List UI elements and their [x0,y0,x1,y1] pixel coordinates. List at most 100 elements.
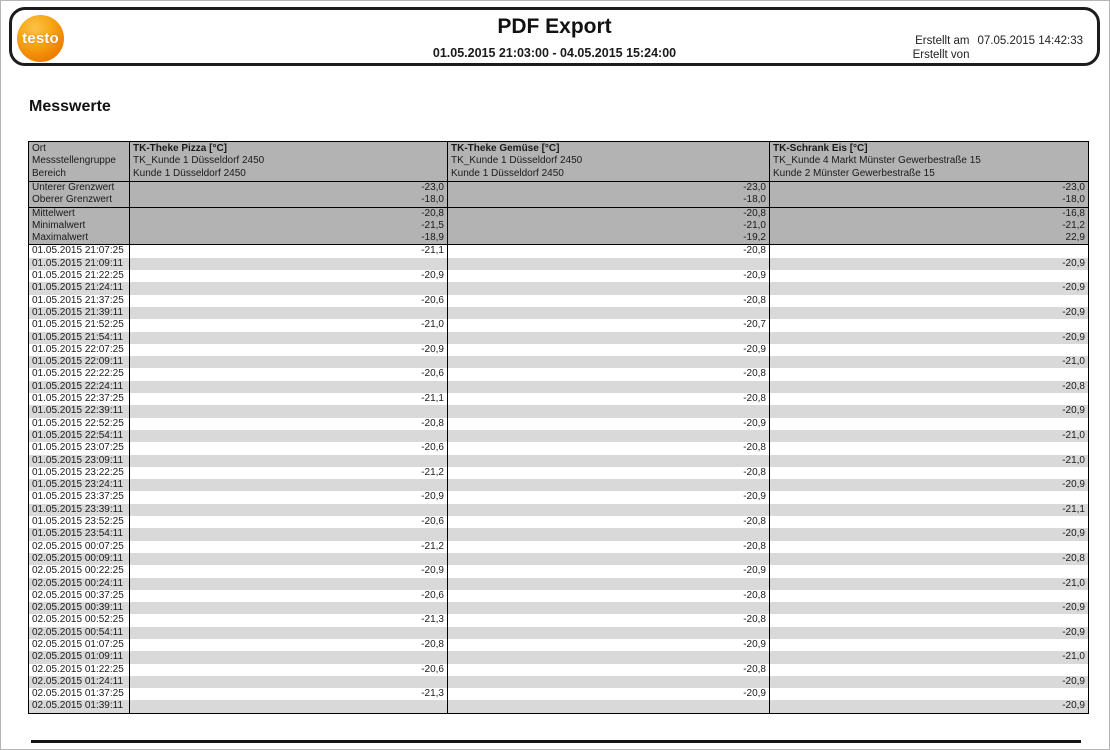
created-at-value: 07.05.2015 14:42:33 [977,35,1083,47]
row-label: Maximalwert [32,232,89,244]
value-cell: -20,9 [769,257,1088,271]
value-cell [769,442,1088,455]
table-row: 01.05.2015 22:22:25 -20,6 -20,8 [29,368,1088,381]
value-cell: -21,1 [129,393,447,406]
row-label: 01.05.2015 22:52:25 [32,417,124,429]
value-cell: -20,6 [129,516,447,529]
value-cell: -20,8 [447,442,769,455]
value-cell [769,516,1088,529]
table-row: 01.05.2015 21:52:25 -21,0 -20,7 [29,319,1088,332]
testo-logo: testo [17,15,64,62]
row-label: 02.05.2015 01:09:11 [32,651,124,663]
value-cell: -20,9 [769,700,1088,713]
created-info: Erstellt am 07.05.2015 14:42:33 Erstellt… [913,35,1083,61]
value-cell [447,552,769,566]
row-label: 02.05.2015 00:22:25 [32,565,124,577]
row-label: 01.05.2015 23:39:11 [32,503,124,515]
value-cell [447,257,769,271]
row-label: 01.05.2015 21:52:25 [32,319,124,331]
value-cell: -20,9 [769,602,1088,615]
value-cell [447,577,769,590]
created-at-label: Erstellt am [915,35,970,47]
value-cell [129,552,447,566]
row-label: Oberer Grenzwert [32,194,113,206]
value-cell [447,651,769,664]
column-bereich: Kunde 2 Münster Gewerbestraße 15 [773,167,935,179]
value-cell: -21,5 [129,219,447,233]
value-cell [447,429,769,443]
value-cell: -20,8 [769,380,1088,394]
meta-label-bereich: Bereich [32,167,66,179]
value-cell: -21,1 [129,245,447,258]
table-row: Oberer Grenzwert -18,0 -18,0 -18,0 [29,194,1088,207]
table-row: 02.05.2015 01:39:11 -20,9 [29,700,1088,713]
value-cell: -20,9 [129,491,447,504]
value-cell: -20,8 [129,417,447,430]
value-cell: -20,9 [447,417,769,430]
value-cell: -21,0 [769,577,1088,590]
value-cell [769,614,1088,627]
value-cell: -20,8 [447,245,769,258]
value-cell: -16,8 [769,207,1088,220]
table-row: 01.05.2015 23:37:25 -20,9 -20,9 [29,491,1088,504]
value-cell [447,331,769,344]
section-title-messwerte: Messwerte [29,98,111,115]
value-cell: -20,8 [129,207,447,220]
value-cell [447,602,769,615]
value-cell: -19,2 [447,232,769,245]
value-cell [769,491,1088,504]
value-cell: -21,0 [769,356,1088,369]
row-label: 01.05.2015 23:09:11 [32,454,124,466]
row-label: 01.05.2015 21:22:25 [32,270,124,282]
value-cell [447,454,769,467]
value-cell: -20,8 [447,368,769,381]
value-cell: -20,8 [447,294,769,307]
value-cell: -21,3 [129,614,447,627]
value-cell [769,368,1088,381]
created-by-label: Erstellt von [912,49,970,61]
table-row: 01.05.2015 22:09:11 -21,0 [29,356,1088,369]
table-row: 01.05.2015 21:07:25 -21,1 -20,8 [29,245,1088,258]
value-cell: -20,9 [769,626,1088,639]
column-header-pizza: TK-Theke Pizza [°C] TK_Kunde 1 Düsseldor… [129,142,447,181]
value-cell [129,380,447,394]
table-row: 01.05.2015 23:09:11 -21,0 [29,454,1088,467]
value-cell: -20,6 [129,589,447,603]
meta-label-gruppe: Messstellengruppe [32,155,116,167]
value-cell [129,577,447,590]
value-cell: -20,8 [129,638,447,652]
value-cell: -20,9 [447,491,769,504]
value-cell: -21,0 [447,219,769,233]
value-cell [129,331,447,344]
table-row: 02.05.2015 01:22:25 -20,6 -20,8 [29,663,1088,676]
row-label: 01.05.2015 23:07:25 [32,442,124,454]
row-label: 01.05.2015 23:37:25 [32,491,124,503]
row-label: 01.05.2015 22:37:25 [32,393,124,405]
value-cell [447,528,769,541]
value-cell: -20,8 [447,393,769,406]
value-cell [447,675,769,689]
table-row: 01.05.2015 23:52:25 -20,6 -20,8 [29,516,1088,529]
column-group: TK_Kunde 1 Düsseldorf 2450 [451,155,583,167]
value-cell [769,540,1088,553]
meta-label-cell: Ort Messstellengruppe Bereich [29,142,129,181]
row-label: 02.05.2015 01:07:25 [32,638,124,650]
value-cell [447,356,769,369]
value-cell [129,503,447,517]
row-label: 01.05.2015 23:22:25 [32,466,124,478]
table-row: Unterer Grenzwert -23,0 -23,0 -23,0 [29,182,1088,195]
value-cell [447,380,769,394]
value-cell [447,306,769,320]
value-cell [129,306,447,320]
row-label: 01.05.2015 21:07:25 [32,245,124,257]
stats-section: Mittelwert -20,8 -20,8 -16,8 Minimalwert -21,… [29,206,1088,245]
column-name: TK-Schrank Eis [°C] [773,143,868,154]
value-cell [129,626,447,639]
page-title: PDF Export [497,15,612,38]
table-row: 01.05.2015 21:22:25 -20,9 -20,9 [29,270,1088,283]
value-cell: -20,9 [769,306,1088,320]
value-cell: -20,9 [129,270,447,283]
value-cell: -20,9 [447,565,769,578]
value-cell [129,257,447,271]
